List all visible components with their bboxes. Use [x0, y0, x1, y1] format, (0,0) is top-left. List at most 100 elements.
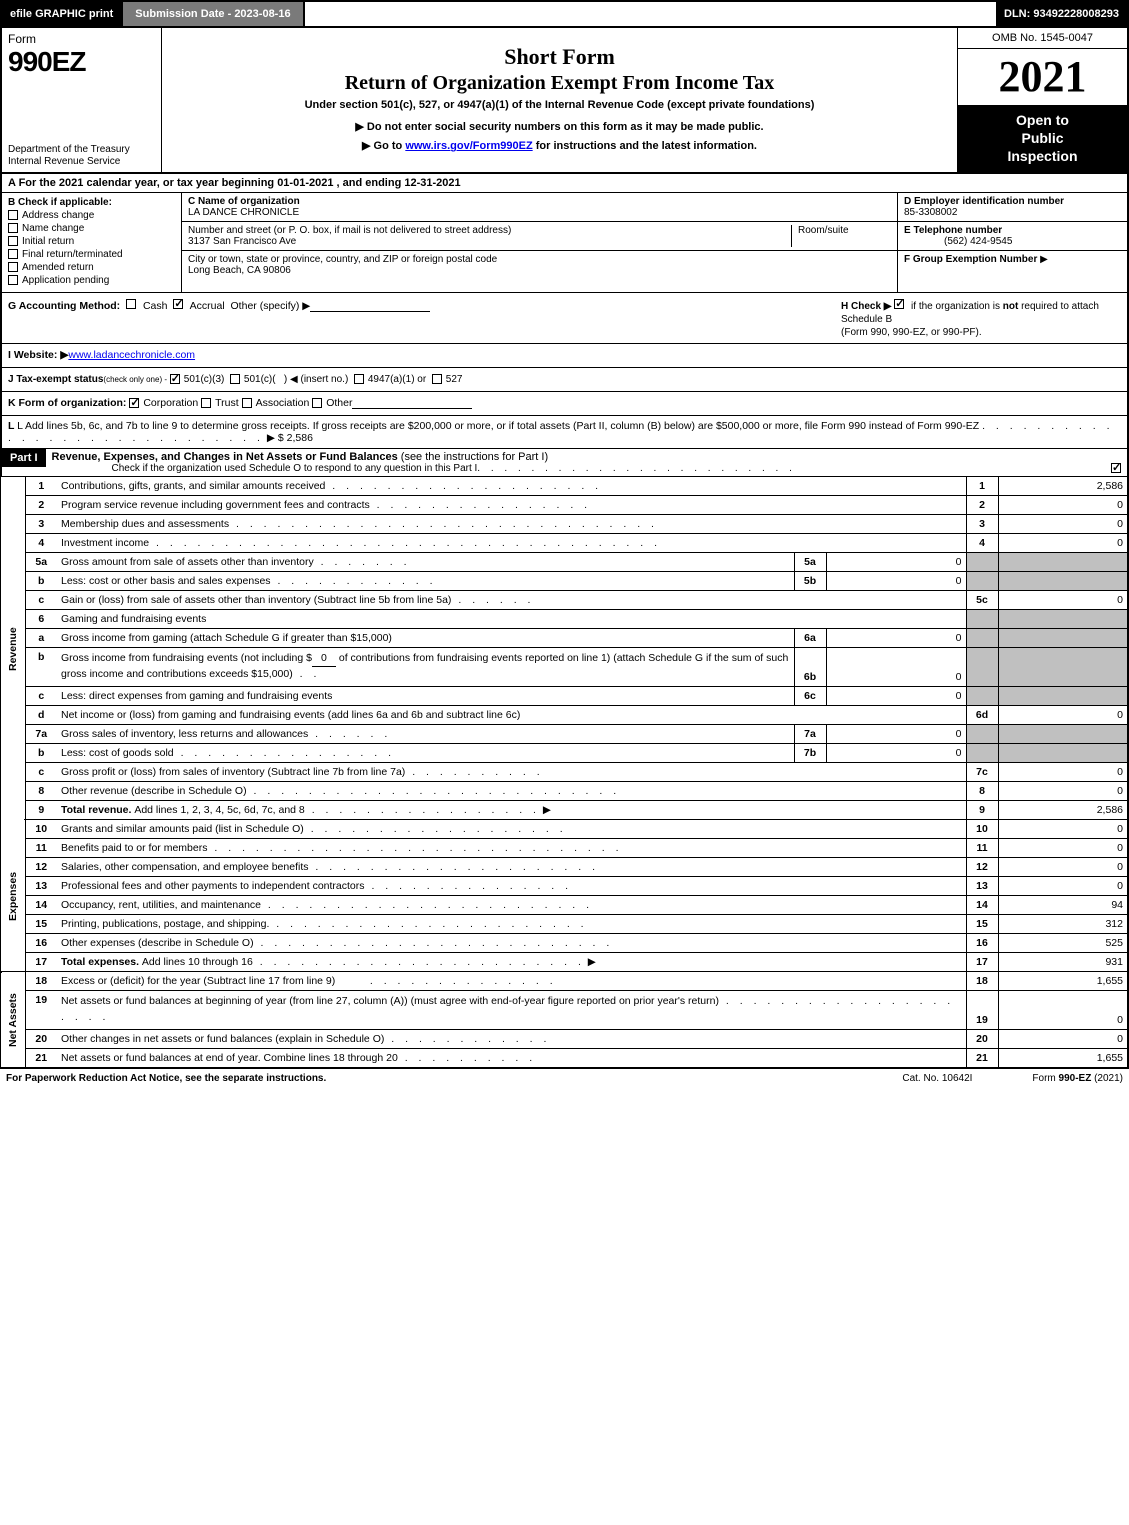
- part1-title: Revenue, Expenses, and Changes in Net As…: [52, 451, 398, 463]
- section-i: I Website: ▶ www.ladancechronicle.com: [0, 344, 1129, 368]
- g-other: Other (specify) ▶: [231, 300, 311, 312]
- sub-val: 0: [826, 552, 966, 571]
- line-num: 11: [25, 839, 57, 858]
- info-grid: B Check if applicable: Address change Na…: [0, 193, 1129, 293]
- line-10: Expenses 10 Grants and similar amounts p…: [1, 820, 1128, 839]
- section-def: D Employer identification number 85-3308…: [897, 193, 1127, 292]
- cb-address-change[interactable]: Address change: [8, 210, 175, 221]
- checkbox-icon: [8, 236, 18, 246]
- section-a-tax-year: A For the 2021 calendar year, or tax yea…: [0, 174, 1129, 193]
- line-num: b: [25, 647, 57, 687]
- checkbox-icon[interactable]: [312, 398, 322, 408]
- checkbox-icon[interactable]: [242, 398, 252, 408]
- line-14: 14 Occupancy, rent, utilities, and maint…: [1, 896, 1128, 915]
- line-7c: c Gross profit or (loss) from sales of i…: [1, 763, 1128, 782]
- line-6: 6 Gaming and fundraising events: [1, 609, 1128, 628]
- line-desc: Grants and similar amounts paid (list in…: [61, 823, 304, 835]
- col-val-grey: [998, 609, 1128, 628]
- line-desc: Less: cost or other basis and sales expe…: [61, 575, 271, 587]
- col-num: 17: [966, 953, 998, 972]
- col-val: 0: [998, 858, 1128, 877]
- line-num: c: [25, 763, 57, 782]
- line-num: 7a: [25, 725, 57, 744]
- l-arrow: ▶ $: [267, 432, 284, 444]
- checkbox-icon[interactable]: [1111, 463, 1121, 473]
- section-b-header: B Check if applicable:: [8, 197, 175, 208]
- col-val-grey: [998, 647, 1128, 687]
- checkbox-icon: [8, 275, 18, 285]
- checkbox-icon[interactable]: [129, 398, 139, 408]
- section-b: B Check if applicable: Address change Na…: [2, 193, 182, 292]
- part1-label: Part I: [2, 449, 46, 467]
- cb-initial-return[interactable]: Initial return: [8, 236, 175, 247]
- cb-amended-return[interactable]: Amended return: [8, 262, 175, 273]
- checkbox-icon[interactable]: [170, 374, 180, 384]
- blank-value: 0: [312, 651, 336, 668]
- col-num: 15: [966, 915, 998, 934]
- f-label: F Group Exemption Number: [904, 254, 1037, 265]
- blank-line[interactable]: [352, 397, 472, 409]
- subtitle: Under section 501(c), 527, or 4947(a)(1)…: [170, 99, 949, 111]
- col-num-grey: [966, 552, 998, 571]
- h-text4: (Form 990, 990-EZ, or 990-PF).: [841, 327, 982, 338]
- title-short-form: Short Form: [170, 44, 949, 70]
- line-num: 1: [25, 477, 57, 496]
- col-val: 0: [998, 706, 1128, 725]
- part1-table: Revenue 1 Contributions, gifts, grants, …: [0, 477, 1129, 1069]
- i-label: I Website: ▶: [8, 349, 68, 361]
- cb-final-return[interactable]: Final return/terminated: [8, 249, 175, 260]
- line-2: 2 Program service revenue including gove…: [1, 495, 1128, 514]
- cb-name-change[interactable]: Name change: [8, 223, 175, 234]
- checkbox-icon[interactable]: [354, 374, 364, 384]
- col-num: 10: [966, 820, 998, 839]
- col-val: 312: [998, 915, 1128, 934]
- col-num: 13: [966, 877, 998, 896]
- line-desc: Less: cost of goods sold: [61, 747, 174, 759]
- section-h: H Check ▶ if the organization is not req…: [841, 299, 1121, 339]
- line-6d: d Net income or (loss) from gaming and f…: [1, 706, 1128, 725]
- h-text2: if the organization is: [911, 301, 1003, 312]
- c-city-value: Long Beach, CA 90806: [188, 265, 291, 276]
- line-5a: 5a Gross amount from sale of assets othe…: [1, 552, 1128, 571]
- col-num-grey: [966, 725, 998, 744]
- cb-application-pending[interactable]: Application pending: [8, 275, 175, 286]
- checkbox-icon[interactable]: [201, 398, 211, 408]
- irs-link[interactable]: www.irs.gov/Form990EZ: [405, 140, 532, 152]
- line-desc: Salaries, other compensation, and employ…: [61, 861, 308, 873]
- sub-val: 0: [826, 687, 966, 706]
- section-k: K Form of organization: Corporation Trus…: [0, 392, 1129, 416]
- sub-num: 6b: [794, 647, 826, 687]
- arrow-icon: ▶: [1040, 254, 1048, 265]
- line-num: b: [25, 744, 57, 763]
- line-desc: Occupancy, rent, utilities, and maintena…: [61, 899, 261, 911]
- c-name-label: C Name of organization: [188, 196, 300, 207]
- line-desc: Excess or (deficit) for the year (Subtra…: [61, 975, 335, 987]
- sub-val: 0: [826, 647, 966, 687]
- line-desc: Program service revenue including govern…: [61, 499, 370, 511]
- col-num: 9: [966, 801, 998, 820]
- k-assoc: Association: [256, 397, 310, 409]
- c-name-value: LA DANCE CHRONICLE: [188, 207, 299, 218]
- checkbox-icon[interactable]: [126, 299, 136, 309]
- header-left: Form 990EZ Department of the Treasury In…: [2, 28, 162, 172]
- blank-line[interactable]: [310, 300, 430, 312]
- checkbox-icon[interactable]: [894, 299, 904, 309]
- website-link[interactable]: www.ladancechronicle.com: [68, 349, 195, 361]
- col-num-grey: [966, 628, 998, 647]
- e-value: (562) 424-9545: [904, 236, 1012, 247]
- sub-val: 0: [826, 571, 966, 590]
- col-val-grey: [998, 725, 1128, 744]
- col-val-grey: [998, 744, 1128, 763]
- line-desc2: Add lines 1, 2, 3, 4, 5c, 6d, 7c, and 8: [134, 804, 304, 816]
- sub-num: 7b: [794, 744, 826, 763]
- arrow-icon: ▶: [543, 804, 551, 816]
- line-7b: b Less: cost of goods sold . . . . . . .…: [1, 744, 1128, 763]
- col-num: 19: [966, 991, 998, 1030]
- section-j: J Tax-exempt status (check only one) - 5…: [0, 368, 1129, 392]
- line-21: 21 Net assets or fund balances at end of…: [1, 1048, 1128, 1068]
- checkbox-icon[interactable]: [230, 374, 240, 384]
- checkbox-icon: [8, 262, 18, 272]
- checkbox-icon[interactable]: [432, 374, 442, 384]
- checkbox-icon[interactable]: [173, 299, 183, 309]
- j-sub: (check only one) -: [103, 375, 167, 384]
